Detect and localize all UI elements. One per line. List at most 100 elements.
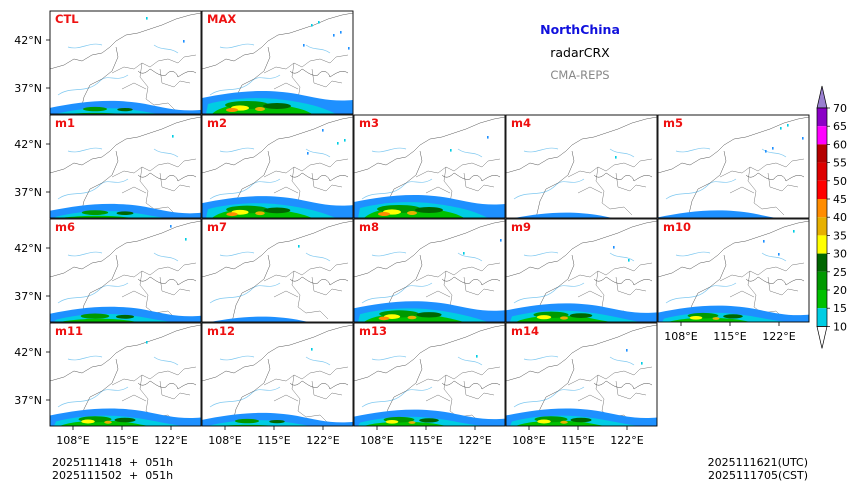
valid-time-block: 2025111621(UTC) 2025111705(CST) (708, 456, 808, 482)
lon-tick-label: 115°E (105, 434, 138, 447)
panel-frame (657, 114, 810, 219)
panel-label: m12 (207, 324, 235, 338)
lon-tick-label: 122°E (610, 434, 643, 447)
radar-echo (407, 315, 417, 320)
panel-ctl: CTL 42°N 37°N (14, 10, 202, 115)
panel-label: m4 (511, 116, 531, 130)
province-borders (263, 366, 349, 424)
scattered-echo (146, 17, 148, 20)
panel-frame (201, 114, 354, 219)
country-border (658, 116, 809, 174)
colorbar-segment (817, 235, 827, 254)
lon-tick-label: 122°E (306, 434, 339, 447)
radar-echo (378, 212, 390, 216)
province-borders (567, 158, 653, 216)
province-borders (719, 262, 805, 320)
panel-m1: m1 42°N 37°N (14, 114, 202, 219)
coastline (441, 172, 501, 182)
coastline (593, 380, 653, 390)
panel-label: m3 (359, 116, 379, 130)
river-lines (513, 355, 635, 408)
coastline (745, 172, 805, 182)
radar-echo (81, 419, 95, 424)
radar-echo-field (50, 17, 201, 114)
radar-echo (116, 211, 134, 215)
scattered-echo (780, 127, 782, 130)
panel-label: m14 (511, 324, 539, 338)
country-border (506, 324, 657, 382)
colorbar-segment (817, 199, 827, 218)
country-border (658, 220, 809, 278)
radar-echo (114, 417, 136, 423)
colorbar-extend-max (816, 85, 828, 109)
lat-tick-label: 42°N (14, 242, 42, 255)
lat-tick-label: 37°N (14, 82, 42, 95)
colorbar-tick-label: 70 (833, 102, 847, 115)
radar-echo-field (202, 21, 353, 114)
radar-echo (255, 211, 265, 216)
coastline (441, 380, 501, 390)
radar-echo (82, 106, 108, 112)
coastline (137, 380, 197, 390)
colorbar-segment (817, 126, 827, 145)
country-border (354, 116, 505, 174)
panel-frame (353, 114, 506, 219)
panel-m3: m3 (353, 114, 506, 219)
country-border (354, 220, 505, 278)
lon-tick-label: 122°E (458, 434, 491, 447)
radar-echo (536, 315, 552, 320)
coastline (745, 276, 805, 286)
river-lines (57, 251, 179, 304)
scattered-echo (348, 47, 350, 50)
scattered-echo (322, 129, 324, 132)
scattered-echo (318, 21, 320, 24)
panel-frame (49, 218, 202, 323)
panel-frame (505, 218, 658, 323)
lon-tick-label: 122°E (762, 330, 795, 343)
country-border (50, 324, 201, 382)
radar-echo (570, 417, 592, 423)
province-borders (111, 366, 197, 424)
scattered-echo (463, 252, 465, 255)
panel-m7: m7 (201, 218, 354, 323)
panel-m4: m4 (505, 114, 658, 219)
river-lines (361, 355, 483, 408)
province-borders (567, 366, 653, 424)
colorbar-segment (817, 144, 827, 163)
radar-echo-field (202, 245, 353, 322)
panel-label: m5 (663, 116, 683, 130)
init-time-block: 2025111418 + 051h 2025111502 + 051h (52, 456, 173, 482)
panel-label: CTL (55, 12, 79, 26)
province-borders (263, 54, 349, 112)
river-lines (665, 147, 787, 200)
panel-frame (201, 322, 354, 427)
panel-m11: m11 42°N 37°N 108°E 115°E 122°E (14, 322, 202, 447)
panel-label: m10 (663, 220, 691, 234)
coastline (289, 276, 349, 286)
lon-tick-label: 108°E (664, 330, 697, 343)
panel-grid: CTL 42°N 37°N MAX m1 42°N 37°N m2 m3 m4 m5 m6 42°N 37… (14, 10, 810, 447)
scattered-echo (487, 136, 489, 139)
radar-echo-field (354, 355, 505, 426)
panel-label: MAX (207, 12, 236, 26)
radar-echo (415, 207, 443, 213)
lat-tick-label: 42°N (14, 138, 42, 151)
radar-echo (226, 108, 238, 112)
radar-echo (569, 313, 593, 318)
scattered-echo (185, 238, 187, 241)
scattered-echo (772, 147, 774, 150)
panel-m2: m2 (201, 114, 354, 219)
scattered-echo (311, 348, 313, 351)
lon-tick-label: 115°E (409, 434, 442, 447)
scattered-echo (311, 24, 313, 27)
colorbar-tick-label: 35 (833, 229, 847, 242)
colorbar-segment (817, 253, 827, 272)
valid-time-cst: 2025111705(CST) (708, 469, 808, 482)
scattered-echo (146, 341, 148, 344)
panel-m13: m13 108°E 115°E 122°E (353, 322, 506, 447)
title-model: CMA-REPS (550, 68, 609, 82)
radar-echo (416, 312, 442, 318)
river-lines (209, 147, 331, 200)
scattered-echo (626, 349, 628, 352)
